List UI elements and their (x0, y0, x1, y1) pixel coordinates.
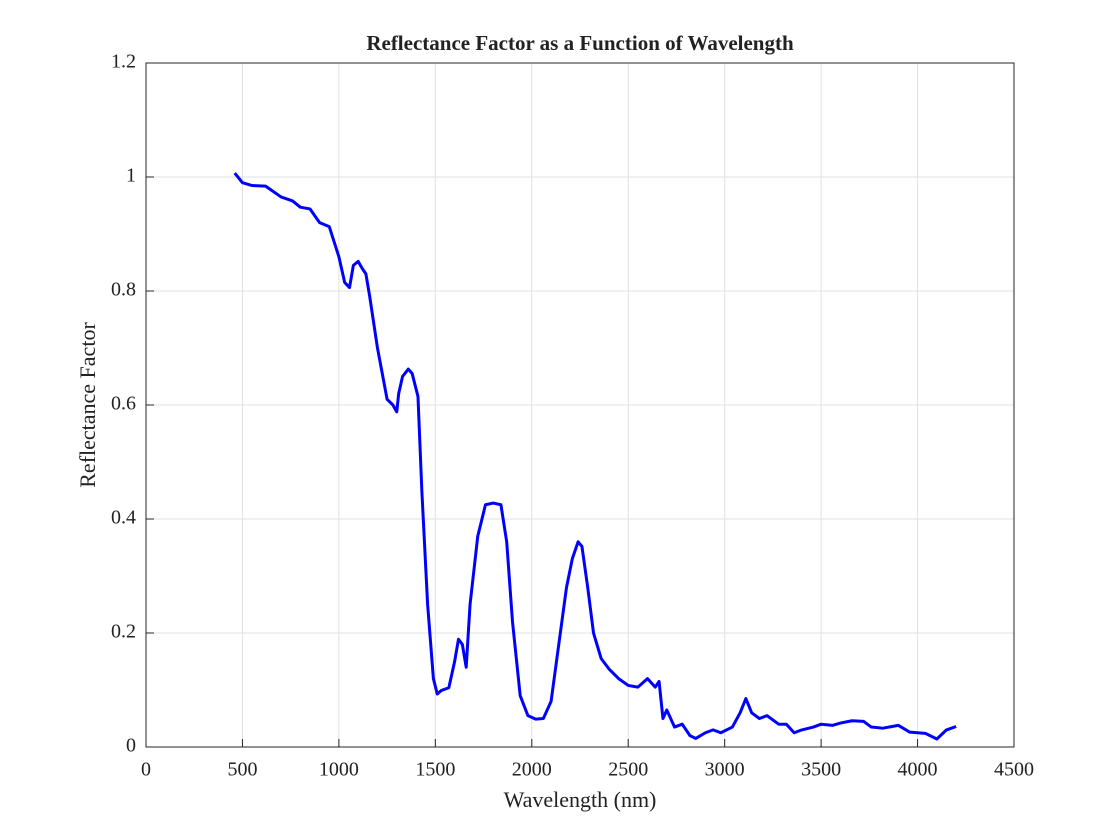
chart-title: Reflectance Factor as a Function of Wave… (366, 31, 794, 55)
x-tick-label: 1500 (415, 759, 455, 781)
y-tick-label: 1.2 (111, 51, 136, 73)
y-tick-label: 1 (126, 165, 136, 187)
y-tick-label: 0 (126, 735, 136, 757)
y-tick-label: 0.2 (111, 621, 136, 643)
axes-box (145, 62, 1015, 748)
x-tick-label: 4000 (898, 759, 938, 781)
x-tick-label: 3000 (705, 759, 745, 781)
x-tick-label: 2500 (608, 759, 648, 781)
x-tick-label: 0 (141, 759, 151, 781)
y-axis-label: Reflectance Factor (75, 322, 100, 488)
x-tick-label: 3500 (801, 759, 841, 781)
y-tick-label: 0.4 (111, 507, 136, 529)
x-tick-label: 1000 (319, 759, 359, 781)
y-tick-label: 0.8 (111, 279, 136, 301)
x-axis-label: Wavelength (nm) (504, 787, 657, 812)
x-tick-label: 4500 (994, 759, 1034, 781)
x-tick-label: 2000 (512, 759, 552, 781)
data-line (233, 172, 957, 741)
y-tick-label: 0.6 (111, 393, 136, 415)
x-tick-label: 500 (227, 759, 257, 781)
